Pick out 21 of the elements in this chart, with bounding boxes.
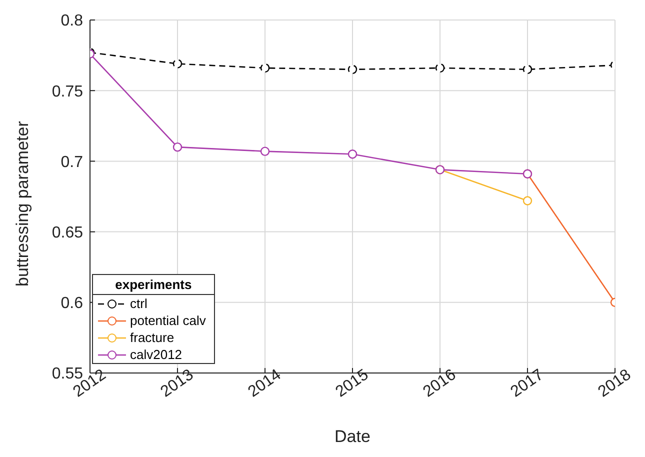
point [435, 63, 445, 73]
point [172, 142, 182, 152]
y-axis-title: buttressing parameter [13, 120, 32, 286]
y-tick-label: 0.65 [52, 224, 84, 242]
legend-label: potential calv [130, 313, 206, 328]
y-tick-label: 0.6 [60, 295, 84, 312]
legend-label: calv2012 [130, 347, 182, 362]
point [348, 64, 358, 74]
point [522, 64, 532, 74]
point [348, 150, 358, 159]
y-tick-label: 0.75 [52, 83, 84, 100]
legend-label: fracture [130, 330, 174, 345]
legend-title: experiments [114, 276, 193, 294]
point [172, 59, 182, 68]
legend-label: ctrl [130, 296, 148, 311]
point [260, 146, 270, 156]
point [522, 196, 532, 206]
point [260, 63, 270, 73]
y-tick-label: 0.8 [60, 12, 84, 30]
y-tick-label: 0.7 [60, 154, 84, 171]
x-axis-title: Date [334, 427, 370, 446]
